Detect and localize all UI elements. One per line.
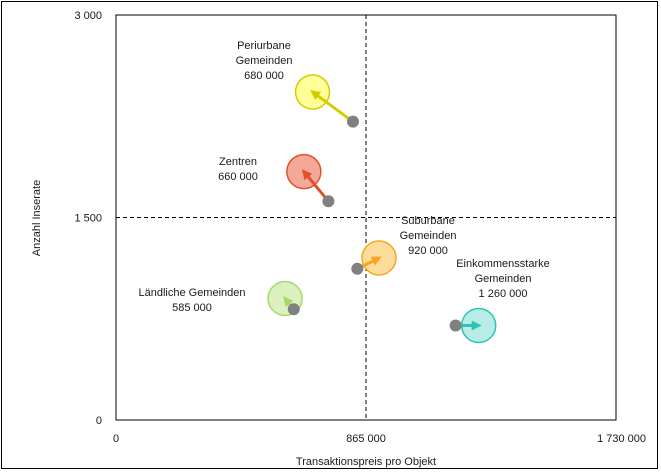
series-label-line: Gemeinden [236,55,293,67]
series-label: Suburbane Gemeinden 920 000 [400,215,457,257]
y-tick-label: 1 500 [74,213,102,225]
series-label-line: Gemeinden [475,273,532,285]
series-label-line: 585 000 [172,302,212,314]
series-label-line: 920 000 [408,245,448,257]
series-label: Zentren 660 000 [218,156,258,183]
series-label-line: 1 260 000 [479,288,528,300]
start-point-dot [322,195,335,208]
series-label-line: 680 000 [244,70,284,82]
series-label: Periurbane Gemeinden 680 000 [236,40,293,82]
start-point-dot [287,303,300,316]
y-tick-label: 3 000 [74,10,102,22]
movement-arrow [301,169,330,203]
y-tick-label: 0 [96,415,102,427]
start-point-dot [346,115,359,128]
start-point-dot [449,319,462,332]
series-label-line: Ländliche Gemeinden [138,287,245,299]
series-marks: Periurbane Gemeinden 680 000 Zentren 660 000… [138,40,550,344]
series-label-line: 660 000 [218,171,258,183]
movement-arrow [310,90,354,123]
series-label-line: Zentren [219,156,257,168]
x-axis-title: Transaktionspreis pro Objekt [296,456,436,468]
x-tick-label: 865 000 [346,433,386,445]
series-label-line: Periurbane [237,40,291,52]
series-label: Ländliche Gemeinden 585 000 [138,287,245,314]
series-label-line: Suburbane [401,215,455,227]
x-tick-label: 1 730 000 [597,433,646,445]
start-point-dot [351,262,364,275]
x-tick-label: 0 [113,433,119,445]
series-label-line: Gemeinden [400,230,457,242]
y-axis-title: Anzahl Inserate [31,180,43,256]
series-label-line: Einkommensstarke [456,258,550,270]
series-label: Einkommensstarke Gemeinden 1 260 000 [456,258,550,300]
